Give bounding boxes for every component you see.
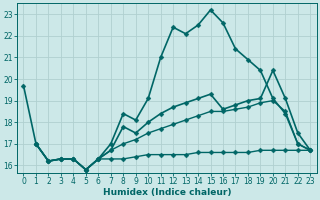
X-axis label: Humidex (Indice chaleur): Humidex (Indice chaleur) xyxy=(103,188,231,197)
